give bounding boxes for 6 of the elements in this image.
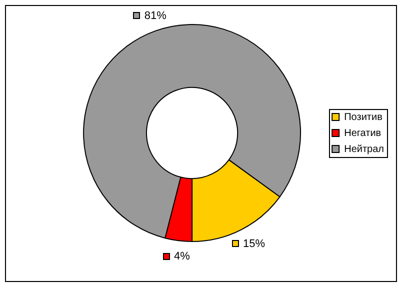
data-label: 81% (144, 10, 167, 22)
data-label: 4% (174, 250, 190, 263)
legend-label: Позитив (344, 112, 382, 123)
legend-label: Негатив (344, 128, 382, 139)
data-label: 15% (243, 238, 266, 250)
legend-label: Нейтрал (344, 144, 384, 155)
